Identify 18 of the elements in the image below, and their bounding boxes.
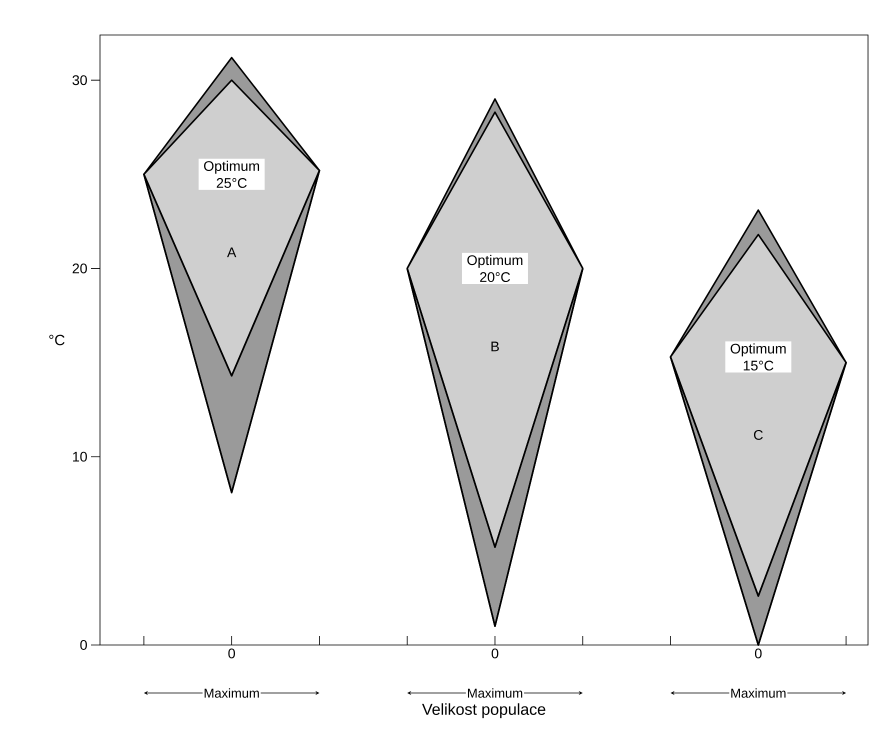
y-axis-title: °C — [49, 334, 65, 346]
y-tick-label: 20 — [72, 264, 87, 274]
annotation: Optimum 20°C — [467, 254, 522, 282]
y-tick-label: 0 — [80, 640, 87, 650]
y-tick-label: 10 — [73, 452, 87, 462]
text: Maximum — [731, 688, 786, 698]
text: Maximum — [468, 688, 522, 698]
annotation: B — [491, 342, 499, 352]
x-tick-label: 0 — [754, 648, 762, 658]
x-axis-title: Velikost populace — [422, 703, 546, 718]
annotation: A — [227, 248, 236, 258]
x-tick-label: 0 — [492, 648, 498, 658]
annotation: Optimum 15°C — [730, 343, 786, 371]
annotation: Optimum 25°C — [204, 160, 260, 188]
y-tick-label: 30 — [72, 75, 87, 86]
annotation: C — [754, 430, 763, 440]
text: Maximum — [204, 688, 259, 698]
x-tick-label: 0 — [228, 648, 235, 658]
